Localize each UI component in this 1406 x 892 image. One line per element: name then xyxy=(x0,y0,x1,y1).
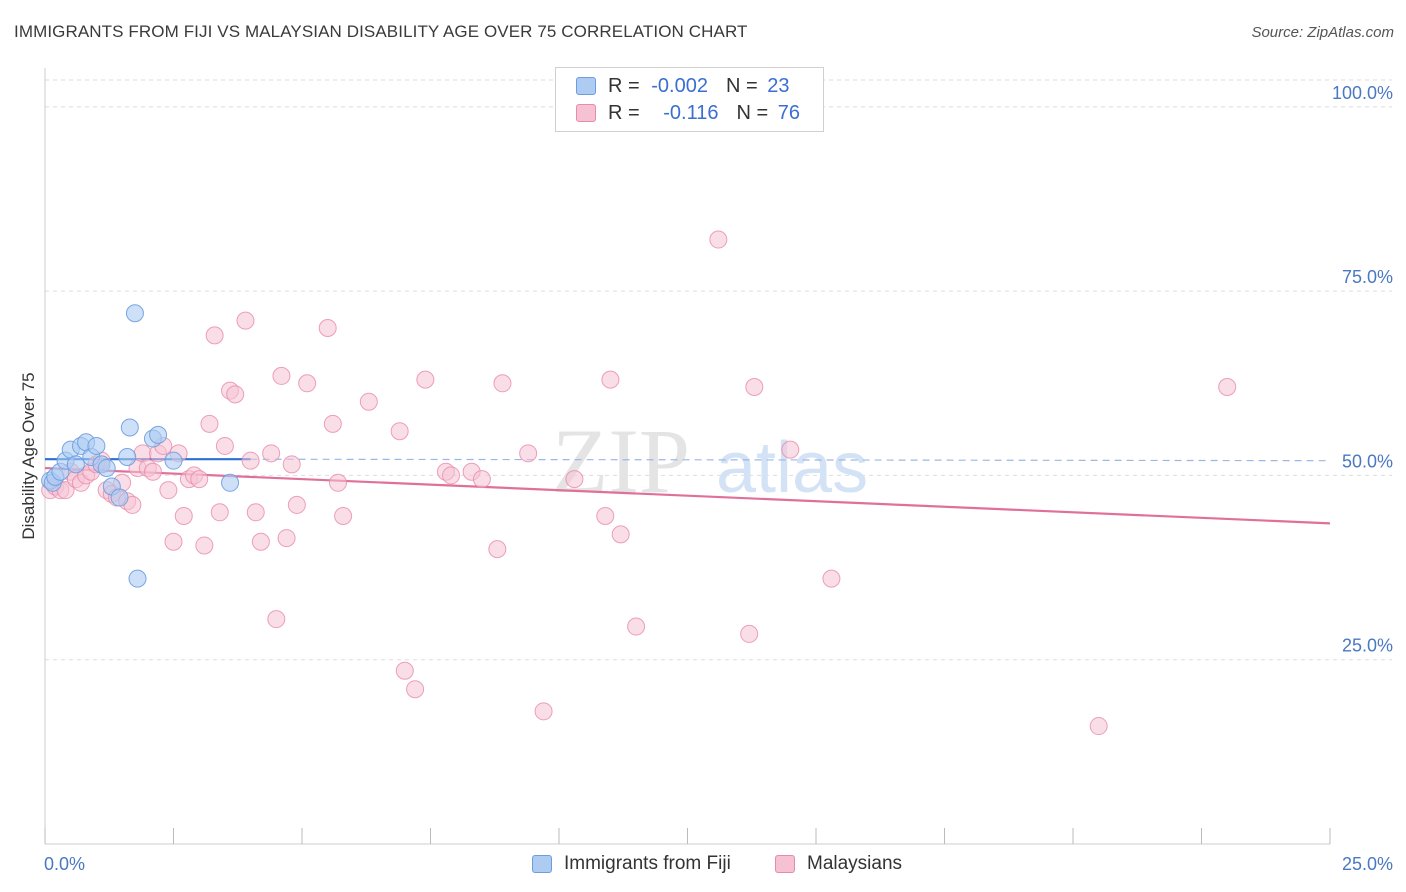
malaysians-point xyxy=(210,503,229,522)
malaysians-point xyxy=(493,374,512,393)
fiji-point xyxy=(164,451,183,470)
malaysians-point xyxy=(298,374,317,393)
malaysians-point xyxy=(534,702,553,721)
legend-row-malay: R = -0.116 N = 76 xyxy=(576,100,800,126)
malaysians-point xyxy=(205,326,224,345)
malaysians-point xyxy=(241,451,260,470)
source-label: Source: ZipAtlas.com xyxy=(1251,24,1394,41)
malaysians-point xyxy=(709,230,728,249)
malaysians-point xyxy=(1218,377,1237,396)
n-label-malay: N = xyxy=(736,101,769,124)
malaysians-point xyxy=(215,436,234,455)
malaysians-point xyxy=(488,540,507,559)
r-value-fiji: -0.002 xyxy=(651,74,708,97)
legend-swatch-malay xyxy=(576,104,596,122)
x-tick-label-start: 0.0% xyxy=(44,854,85,874)
malaysians-point xyxy=(442,466,461,485)
y-axis-label: Disability Age Over 75 xyxy=(19,372,38,539)
malaysians-point xyxy=(328,473,347,492)
malaysians-point xyxy=(318,319,337,337)
malaysians-point xyxy=(272,366,291,385)
malaysians-point xyxy=(282,455,301,474)
fiji-point xyxy=(149,425,168,444)
malaysians-point xyxy=(781,440,800,459)
chart-title: IMMIGRANTS FROM FIJI VS MALAYSIAN DISABI… xyxy=(14,22,748,41)
malaysians-point xyxy=(359,392,378,411)
correlation-legend: R = -0.002 N = 23 R = -0.116 N = 76 xyxy=(555,67,824,132)
fiji-point xyxy=(120,418,139,437)
fiji-point xyxy=(221,473,240,492)
malaysians-point xyxy=(822,569,841,588)
malaysians-point xyxy=(627,617,646,636)
legend-swatch-malay-bottom xyxy=(775,855,795,873)
legend-swatch-fiji-bottom xyxy=(532,855,552,873)
legend-swatch-fiji xyxy=(576,77,596,95)
watermark-atlas: atlas xyxy=(716,428,868,508)
legend-item-malay[interactable]: Malaysians xyxy=(775,851,902,877)
fiji-points xyxy=(41,304,240,588)
y-tick-label: 100.0% xyxy=(1332,83,1393,103)
malaysians-point xyxy=(519,444,538,463)
watermark-zip: ZIP xyxy=(552,410,690,512)
malaysians-point xyxy=(195,536,214,555)
tick-labels: 25.0% 50.0% 75.0% 100.0% 0.0% 25.0% xyxy=(44,83,1393,874)
malaysians-point xyxy=(565,470,584,489)
malaysians-point xyxy=(416,370,435,389)
malaysians-point xyxy=(287,495,306,514)
malaysians-point xyxy=(406,680,425,699)
malaysians-point xyxy=(200,414,219,433)
malaysians-point xyxy=(174,506,193,525)
malaysians-point xyxy=(262,444,281,463)
fiji-point xyxy=(97,459,116,478)
malaysians-point xyxy=(611,525,630,544)
malaysians-point xyxy=(267,610,286,629)
legend-label-fiji: Immigrants from Fiji xyxy=(564,853,731,874)
legend-label-malay: Malaysians xyxy=(807,853,903,874)
r-label-malay: R = xyxy=(608,101,640,124)
malaysians-point xyxy=(1089,717,1108,736)
malaysians-point xyxy=(395,661,414,680)
malaysians-trend-line xyxy=(44,466,1331,525)
malaysians-point xyxy=(323,414,342,433)
malaysians-points xyxy=(41,230,1237,736)
malaysians-point xyxy=(334,506,353,525)
n-value-malay: 76 xyxy=(777,101,800,124)
fiji-point xyxy=(66,455,85,474)
y-tick-label: 75.0% xyxy=(1342,267,1393,287)
r-label-fiji: R = xyxy=(608,74,640,97)
malaysians-point xyxy=(390,422,409,441)
fiji-point xyxy=(118,448,137,466)
y-tick-label: 50.0% xyxy=(1342,451,1393,471)
x-tick-label-end: 25.0% xyxy=(1342,854,1393,874)
gridlines xyxy=(45,79,1392,661)
malaysians-point xyxy=(745,377,764,396)
malaysians-point xyxy=(472,470,491,489)
malaysians-point xyxy=(601,370,620,389)
n-value-fiji: 23 xyxy=(767,74,790,97)
fiji-point xyxy=(87,436,106,455)
malaysians-point xyxy=(246,503,265,522)
malaysians-point xyxy=(596,506,615,525)
malaysians-point xyxy=(190,470,209,489)
malaysians-point xyxy=(236,311,255,330)
n-label-fiji: N = xyxy=(725,74,758,97)
fiji-point xyxy=(110,488,129,507)
malaysians-point xyxy=(226,385,245,404)
r-value-malay: -0.116 xyxy=(663,101,719,124)
malaysians-point xyxy=(143,462,162,481)
fiji-point xyxy=(128,569,147,588)
malaysians-point xyxy=(277,529,296,548)
axes xyxy=(44,68,1331,845)
y-tick-label: 25.0% xyxy=(1342,636,1393,656)
legend-row-fiji: R = -0.002 N = 23 xyxy=(576,73,789,99)
malaysians-point xyxy=(251,532,270,551)
malaysians-point xyxy=(159,481,178,500)
malaysians-point xyxy=(740,624,759,643)
fiji-point xyxy=(125,304,144,323)
malaysians-point xyxy=(164,532,183,551)
legend-item-fiji[interactable]: Immigrants from Fiji xyxy=(532,851,731,877)
